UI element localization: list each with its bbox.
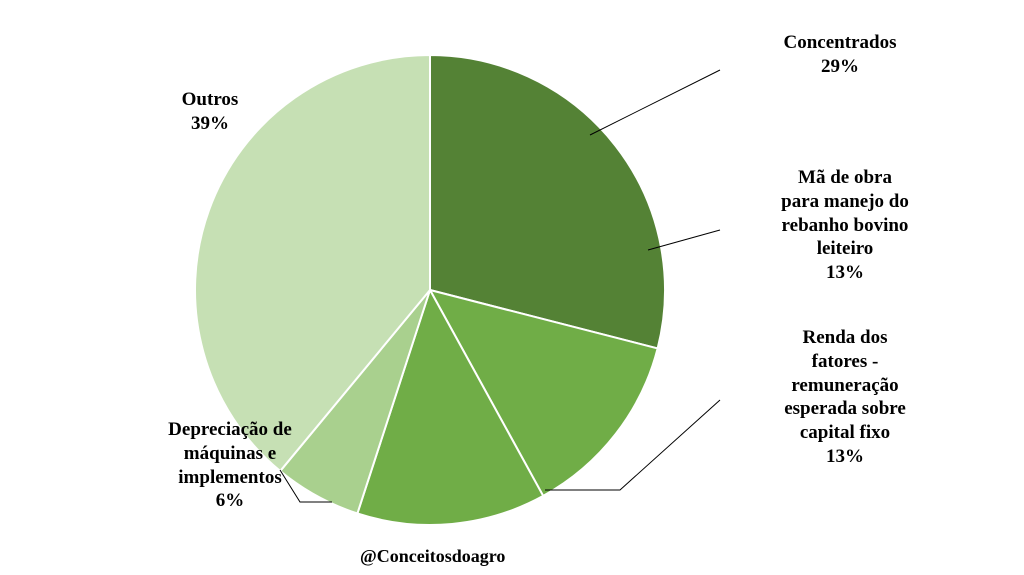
slice-label-line: Depreciação de <box>100 418 360 442</box>
slice-label-line: Concentrados <box>710 31 970 55</box>
slice-label-line: rebanho bovino <box>720 214 970 238</box>
slice-label-line: capital fixo <box>720 421 970 445</box>
pie-chart-container: @Conceitosdoagro Concentrados29% Mã de ob… <box>0 0 1024 575</box>
slice-label-line: fatores - <box>720 350 970 374</box>
slice-label: Mã de obrapara manejo dorebanho bovinole… <box>720 166 970 285</box>
slice-label-line: 13% <box>720 445 970 469</box>
chart-footer: @Conceitosdoagro <box>360 546 505 567</box>
slice-label-line: remuneração <box>720 374 970 398</box>
slice-label-line: para manejo do <box>720 190 970 214</box>
slice-label-line: 39% <box>80 112 340 136</box>
slice-label-line: 6% <box>100 489 360 513</box>
slice-label-line: 13% <box>720 261 970 285</box>
slice-label-line: Mã de obra <box>720 166 970 190</box>
slice-label-line: máquinas e <box>100 442 360 466</box>
slice-label-line: esperada sobre <box>720 397 970 421</box>
slice-label: Depreciação demáquinas eimplementos6% <box>100 418 360 513</box>
slice-label: Outros39% <box>80 88 340 136</box>
slice-label-line: 29% <box>710 55 970 79</box>
slice-label-line: Outros <box>80 88 340 112</box>
slice-label-line: implementos <box>100 466 360 490</box>
slice-label: Concentrados29% <box>710 31 970 79</box>
slice-label: Renda dosfatores -remuneraçãoesperada so… <box>720 326 970 469</box>
slice-label-line: leiteiro <box>720 237 970 261</box>
slice-label-line: Renda dos <box>720 326 970 350</box>
